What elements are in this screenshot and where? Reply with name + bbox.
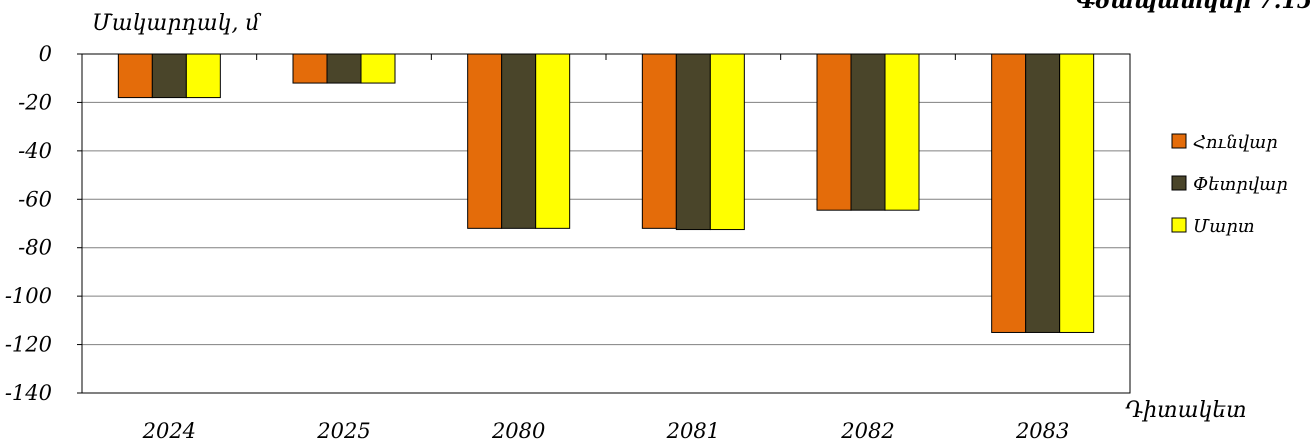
legend-label: Մարտ xyxy=(1193,216,1255,237)
y-tick-label: 0 xyxy=(39,42,52,66)
y-tick-label: -140 xyxy=(5,381,52,405)
bar-2081-3 xyxy=(709,53,745,231)
plot-frame xyxy=(81,53,1131,394)
x-tick-label: 2082 xyxy=(840,419,894,441)
axes xyxy=(77,53,1131,394)
y-tick-label: -60 xyxy=(18,187,52,211)
bar-2025-1 xyxy=(292,53,328,84)
bar-2080-2 xyxy=(501,53,537,229)
x-tick-label: 2083 xyxy=(1015,419,1069,441)
y-tick-label: -100 xyxy=(5,284,52,308)
bar-2080-1 xyxy=(467,53,503,229)
bar-2081-1 xyxy=(641,53,677,229)
bar-2083-1 xyxy=(991,53,1027,333)
bar-2024-2 xyxy=(151,53,187,99)
gridlines xyxy=(82,101,1130,346)
legend: Հունվար Փետրվար Մարտ xyxy=(1171,132,1288,237)
bar-2024-1 xyxy=(117,53,153,99)
bar-2080-3 xyxy=(535,53,571,229)
x-tick-label: 2025 xyxy=(316,419,370,441)
x-tick-label: 2024 xyxy=(142,419,196,441)
y-tick-label: -20 xyxy=(18,90,52,114)
bar-2081-2 xyxy=(675,53,711,231)
bar-2024-3 xyxy=(185,53,221,99)
y-axis-title: Մակարդակ, մ xyxy=(92,11,261,36)
legend-swatch-3 xyxy=(1171,217,1187,233)
bars xyxy=(117,53,1095,333)
legend-swatch-2 xyxy=(1171,175,1187,191)
y-tick-labels: 0 -20 -40 -60 -80 -100 -120 -140 xyxy=(5,42,52,405)
x-axis-title: Դիտակետ xyxy=(1125,398,1247,423)
x-tick-label: 2081 xyxy=(666,419,720,441)
bar-2082-2 xyxy=(850,53,886,211)
legend-label: Փետրվար xyxy=(1193,174,1288,195)
bar-2083-2 xyxy=(1025,53,1061,333)
x-tick-labels: 2024 2025 2080 2081 2082 2083 xyxy=(142,419,1070,441)
x-tick-label: 2080 xyxy=(491,419,545,441)
chart-caption: Գծապատկեր 7.15 xyxy=(1075,0,1312,14)
bar-2083-3 xyxy=(1059,53,1095,333)
y-tick-label: -120 xyxy=(5,333,52,357)
bar-2025-2 xyxy=(326,53,362,84)
bar-2082-3 xyxy=(884,53,920,211)
legend-swatch-1 xyxy=(1171,133,1187,149)
legend-label: Հունվար xyxy=(1193,132,1278,153)
y-tick-label: -80 xyxy=(18,236,52,260)
bar-2082-1 xyxy=(816,53,852,211)
y-tick-label: -40 xyxy=(18,139,52,163)
bar-2025-3 xyxy=(360,53,396,84)
